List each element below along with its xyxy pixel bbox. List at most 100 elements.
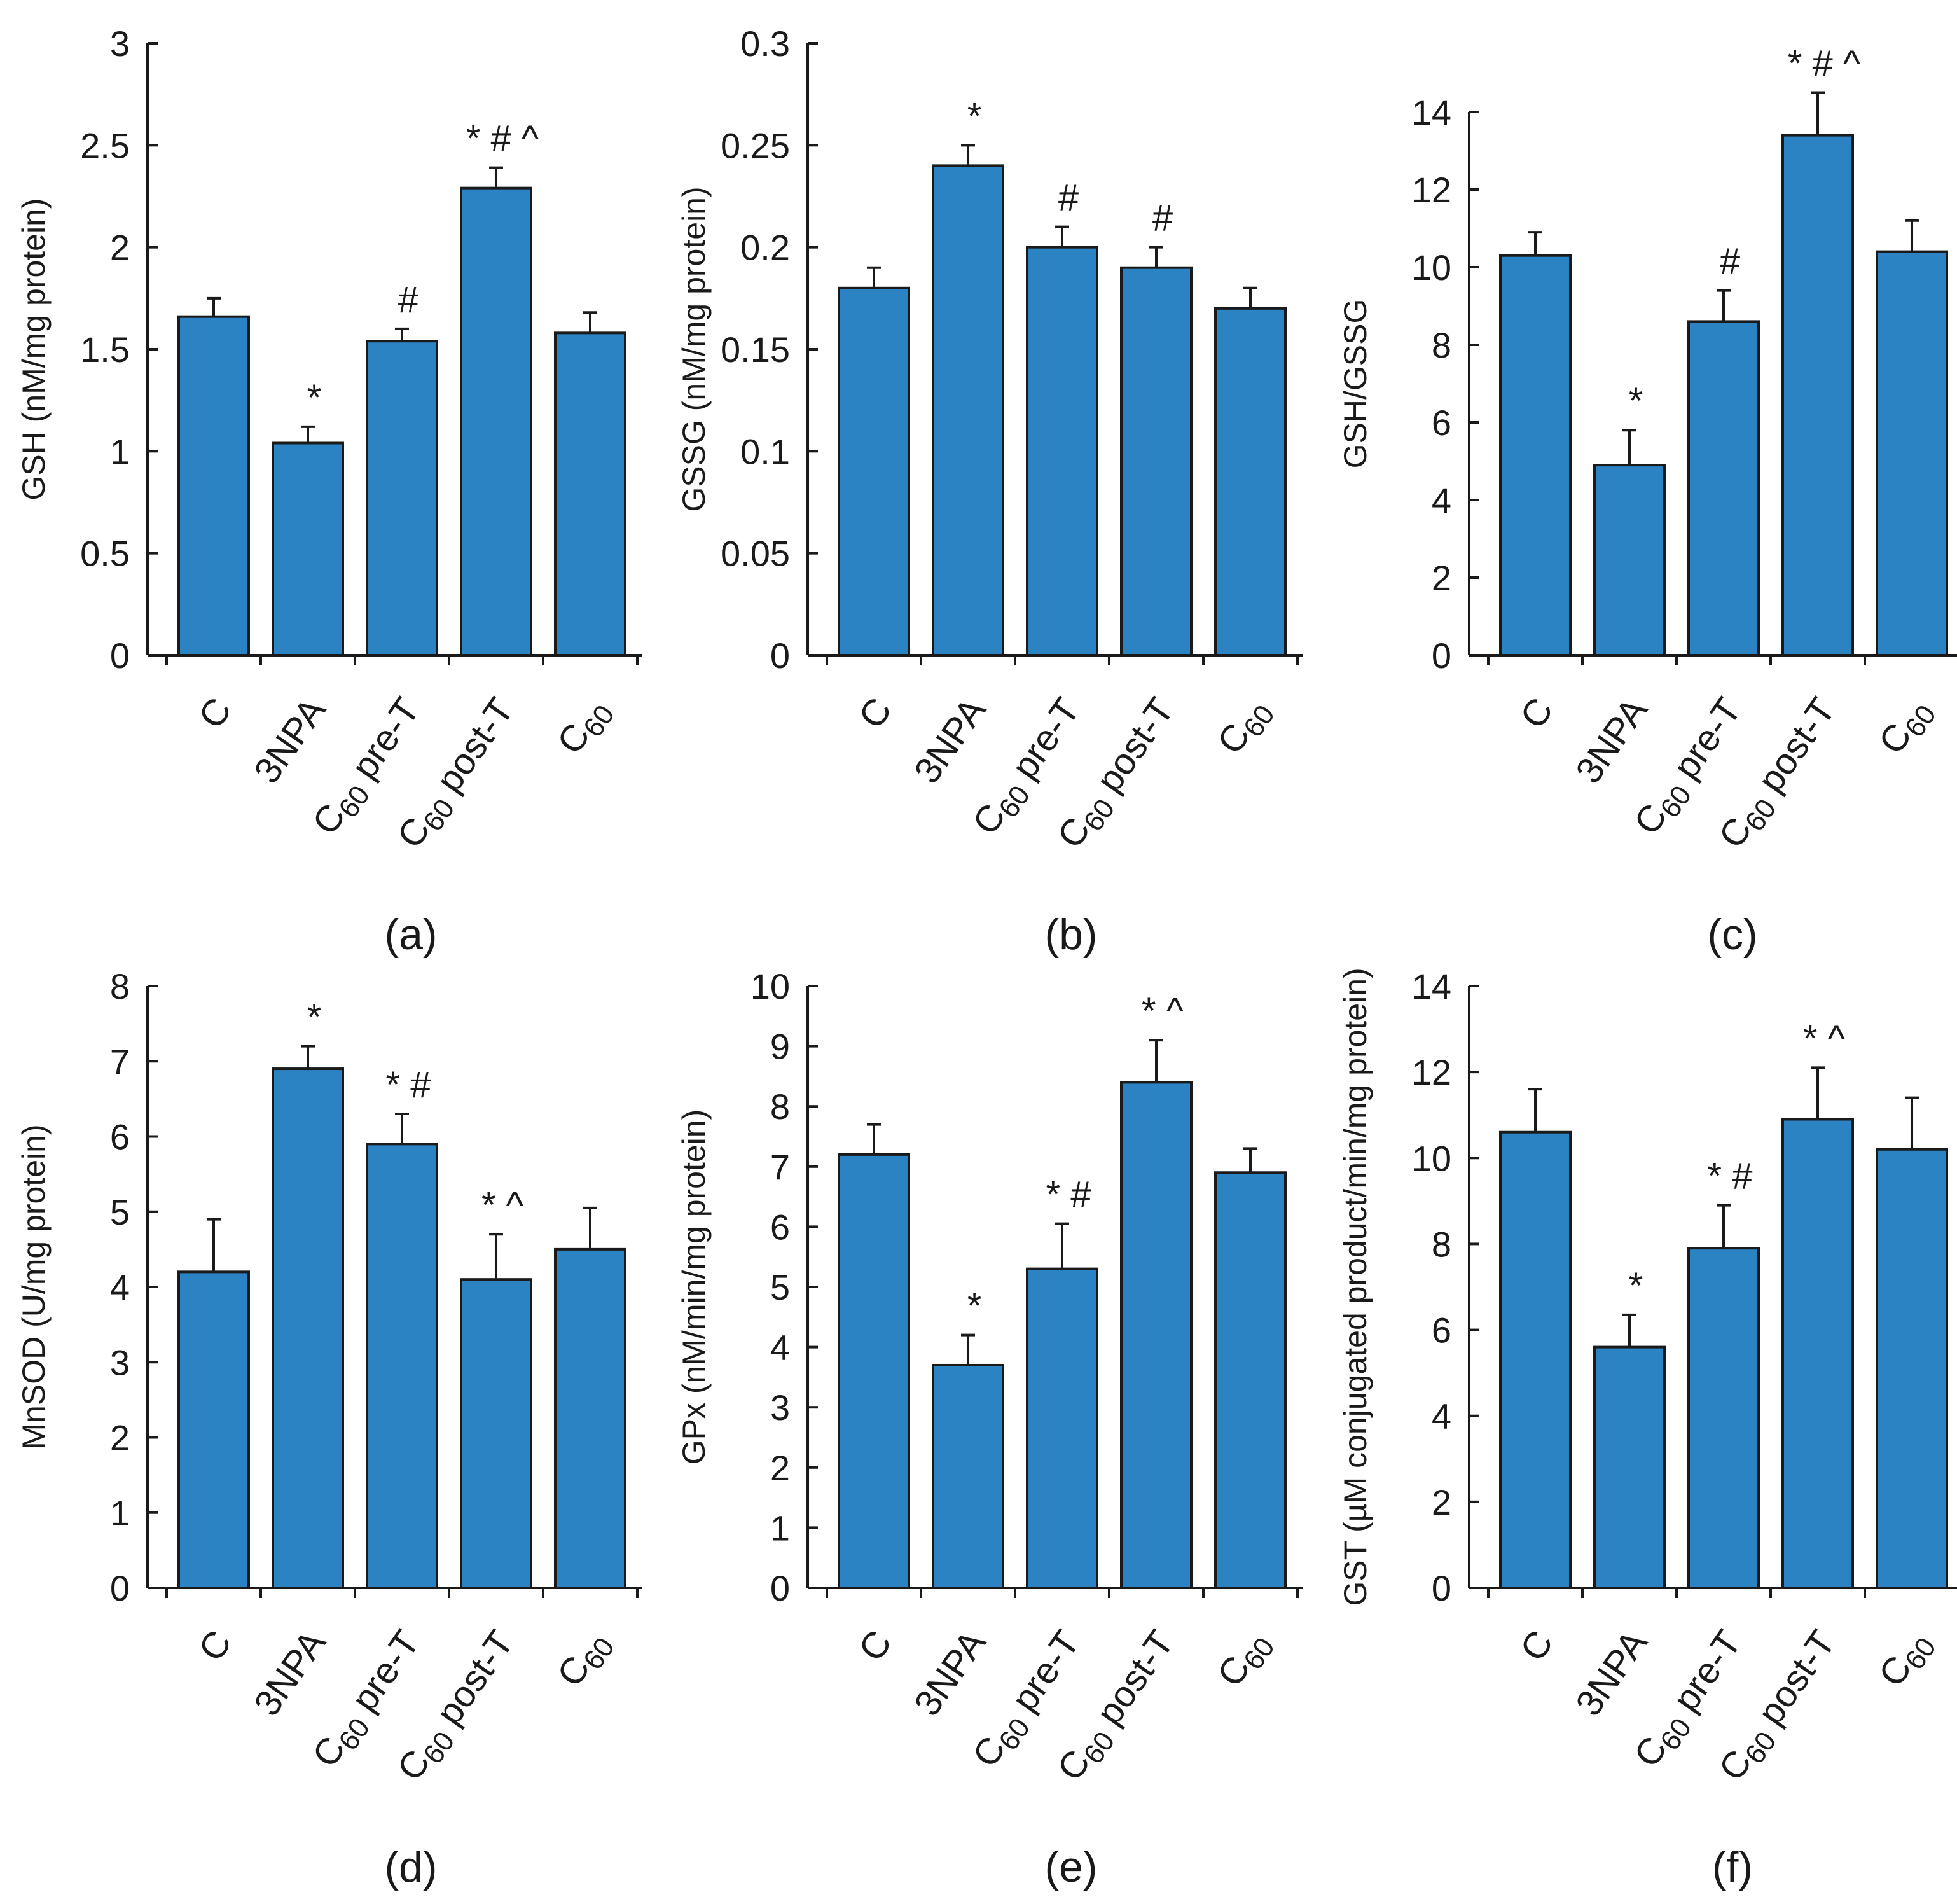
y-tick-label: 2 (1432, 558, 1451, 598)
y-tick-label: 12 (1412, 170, 1451, 210)
bar-0 (838, 1153, 910, 1589)
bar-2 (1026, 246, 1098, 657)
y-tick-label: 8 (110, 966, 130, 1006)
bar-1 (932, 1363, 1004, 1589)
y-tick-label: 4 (770, 1328, 790, 1368)
bar-1 (932, 164, 1004, 657)
y-tick-label: 7 (110, 1041, 130, 1081)
y-tick-label: 0 (110, 1568, 130, 1608)
x-tick-label: C (1512, 1623, 1561, 1669)
y-tick-label: 6 (110, 1117, 130, 1157)
y-tick-label: 2 (1432, 1482, 1451, 1522)
bar-2 (1026, 1267, 1098, 1589)
bar-4 (554, 331, 626, 657)
x-tick-label: C60 (1209, 1623, 1281, 1697)
bar-1 (1593, 1345, 1666, 1590)
significance-marker-1: * (1629, 380, 1643, 422)
bar-0 (177, 1270, 250, 1589)
y-tick-label: 10 (1412, 1138, 1451, 1178)
y-axis-label: GSSG (nM/mg protein) (676, 186, 712, 511)
y-tick-label: 0.5 (80, 534, 130, 574)
bar-4 (1214, 307, 1287, 657)
significance-marker-1: * (307, 377, 322, 419)
y-tick-label: 4 (1432, 480, 1451, 520)
y-tick-label: 0 (110, 636, 130, 676)
significance-marker-2: * # (386, 1064, 431, 1106)
y-tick-label: 2.5 (80, 125, 130, 165)
y-axis-label: MnSOD (U/mg protein) (16, 1124, 52, 1449)
x-tick-label: C (190, 690, 239, 736)
bar-1 (272, 1067, 344, 1589)
significance-marker-1: * (307, 997, 322, 1038)
y-tick-label: 0.05 (721, 534, 790, 574)
y-tick-label: 0 (770, 636, 790, 676)
panel-label: (e) (1044, 1843, 1097, 1891)
bar-4 (1876, 250, 1948, 657)
y-tick-label: 6 (770, 1207, 790, 1247)
y-tick-label: 1.5 (80, 330, 130, 370)
y-tick-label: 1 (770, 1508, 790, 1548)
bar-0 (1499, 254, 1572, 657)
chart-panel-e: 0 1 2 3 4 5 6 7 8 9 10 GPx (nM/min/mg protein) C * 3NP… (676, 966, 1303, 1891)
bar-4 (554, 1247, 626, 1589)
y-tick-label: 4 (1432, 1396, 1451, 1436)
x-tick-label: C (850, 690, 899, 736)
y-tick-label: 14 (1412, 966, 1451, 1006)
bar-2 (1687, 320, 1760, 657)
significance-marker-2: # (1720, 241, 1740, 282)
bar-3 (1781, 134, 1854, 657)
y-tick-label: 12 (1412, 1052, 1451, 1092)
significance-marker-1: * (967, 1286, 982, 1327)
significance-marker-3: * ^ (481, 1185, 523, 1226)
y-tick-label: 10 (1412, 247, 1451, 288)
x-tick-label: 3NPA (1568, 1623, 1656, 1723)
significance-marker-3: * # ^ (1788, 43, 1860, 85)
x-tick-label: C (850, 1623, 899, 1669)
panel-label: (d) (384, 1843, 437, 1891)
y-tick-label: 8 (770, 1087, 790, 1127)
significance-marker-2: # (1058, 177, 1079, 219)
bar-2 (366, 1143, 438, 1589)
y-tick-label: 0.2 (740, 228, 790, 268)
panel-label: (f) (1712, 1843, 1753, 1891)
bar-0 (838, 286, 910, 657)
chart-panel-f: 0 2 4 6 8 10 12 14 GST (µM conjugated product/mi… (1338, 966, 1957, 1891)
x-tick-label: C (1512, 690, 1561, 736)
bar-2 (366, 340, 438, 657)
significance-marker-1: * (967, 95, 982, 137)
bar-0 (177, 315, 250, 657)
y-tick-label: 2 (770, 1448, 790, 1488)
y-tick-label: 0.1 (740, 431, 790, 471)
y-axis-label: GSH/GSSG (1338, 299, 1373, 469)
bar-3 (1120, 266, 1193, 657)
y-tick-label: 0 (1432, 636, 1451, 676)
y-tick-label: 5 (770, 1267, 790, 1307)
y-tick-label: 8 (1432, 325, 1451, 365)
chart-panel-a: 0 0.5 1 1.5 2 2.5 3 GSH (nM/mg protein) C * 3NPA # C… (16, 24, 642, 959)
significance-marker-3: * ^ (1142, 990, 1184, 1032)
x-tick-label: 3NPA (246, 1623, 334, 1723)
bar-3 (460, 1278, 532, 1590)
y-tick-label: 4 (110, 1267, 130, 1307)
x-tick-label: C60 (549, 690, 621, 765)
chart-panel-b: 0 0.05 0.1 0.15 0.2 0.25 0.3 GSSG (nM/mg protei… (676, 24, 1303, 959)
y-tick-label: 6 (1432, 403, 1451, 443)
y-tick-label: 3 (770, 1387, 790, 1428)
y-tick-label: 1 (110, 1493, 130, 1533)
significance-marker-2: # (398, 279, 418, 321)
x-tick-label: C60 (549, 1623, 621, 1697)
bar-3 (1120, 1081, 1193, 1589)
y-tick-label: 9 (770, 1027, 790, 1067)
y-tick-label: 10 (750, 966, 790, 1006)
x-tick-label: C60 (1871, 1623, 1942, 1697)
y-axis-label: GST (µM conjugated product/min/mg protei… (1338, 968, 1373, 1606)
bar-4 (1876, 1148, 1948, 1590)
y-tick-label: 14 (1412, 92, 1451, 132)
bar-0 (1499, 1130, 1572, 1589)
x-tick-label: 3NPA (1568, 690, 1656, 791)
significance-marker-3: * # ^ (466, 118, 539, 160)
y-tick-label: 1 (110, 431, 130, 471)
y-tick-label: 3 (110, 1342, 130, 1382)
bar-4 (1214, 1171, 1287, 1589)
